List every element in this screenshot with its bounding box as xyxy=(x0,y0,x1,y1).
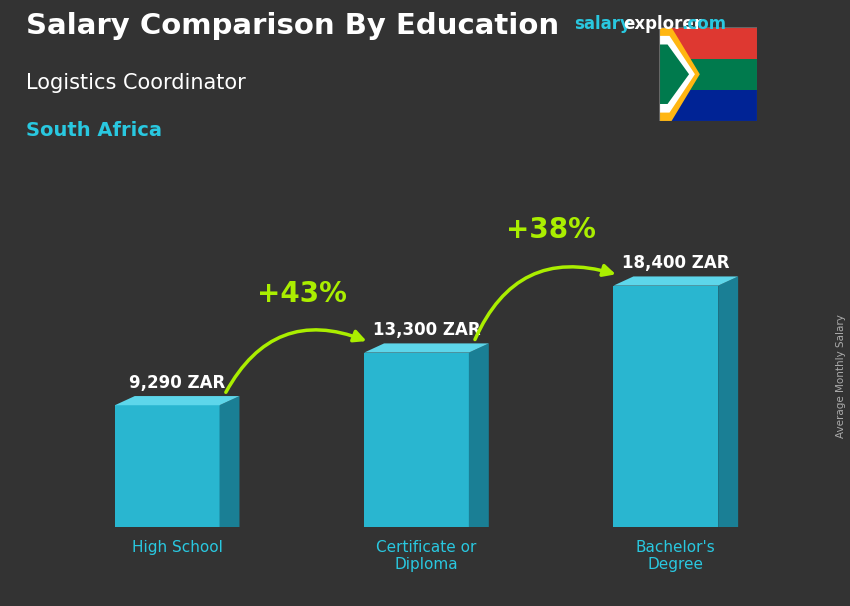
Text: Certificate or
Diploma: Certificate or Diploma xyxy=(377,540,477,572)
Text: .com: .com xyxy=(681,15,726,33)
Polygon shape xyxy=(115,405,219,527)
Polygon shape xyxy=(115,396,240,405)
Polygon shape xyxy=(659,27,756,59)
Text: 9,290 ZAR: 9,290 ZAR xyxy=(129,374,225,392)
Text: Average Monthly Salary: Average Monthly Salary xyxy=(836,314,846,438)
Polygon shape xyxy=(219,396,240,527)
Text: Bachelor's
Degree: Bachelor's Degree xyxy=(636,540,716,572)
Polygon shape xyxy=(659,90,756,121)
Text: Salary Comparison By Education: Salary Comparison By Education xyxy=(26,12,558,40)
Polygon shape xyxy=(364,344,489,353)
Polygon shape xyxy=(614,276,738,285)
Text: explorer: explorer xyxy=(623,15,702,33)
Polygon shape xyxy=(718,276,738,527)
Polygon shape xyxy=(659,27,690,121)
Text: +38%: +38% xyxy=(507,216,596,244)
Polygon shape xyxy=(364,353,469,527)
Text: High School: High School xyxy=(132,540,223,555)
Text: 13,300 ZAR: 13,300 ZAR xyxy=(372,321,480,339)
Polygon shape xyxy=(659,27,700,121)
Text: +43%: +43% xyxy=(257,279,347,307)
Text: 18,400 ZAR: 18,400 ZAR xyxy=(622,255,729,273)
Text: South Africa: South Africa xyxy=(26,121,162,140)
Polygon shape xyxy=(659,44,689,104)
Polygon shape xyxy=(659,59,756,90)
Text: Logistics Coordinator: Logistics Coordinator xyxy=(26,73,246,93)
Polygon shape xyxy=(614,285,718,527)
Polygon shape xyxy=(469,344,489,527)
Text: salary: salary xyxy=(574,15,631,33)
Polygon shape xyxy=(659,36,695,113)
